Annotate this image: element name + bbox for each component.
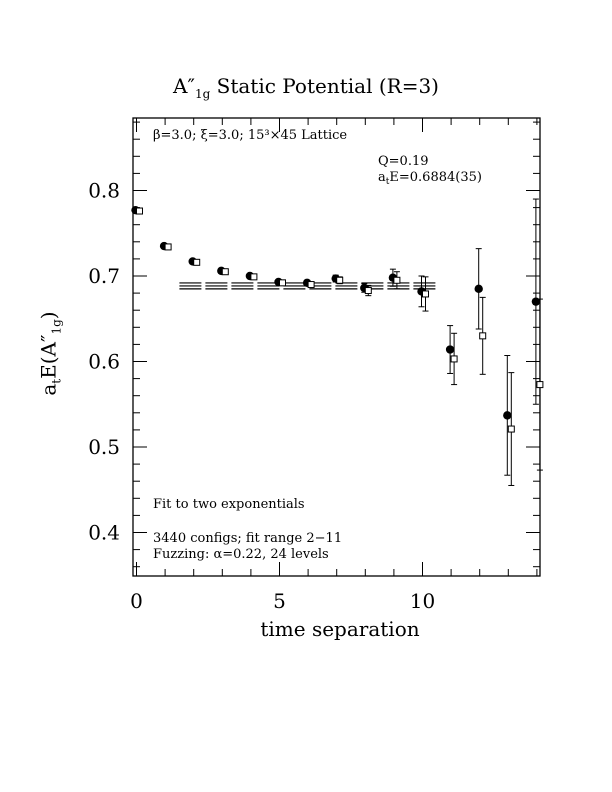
- data-marks: [131, 198, 544, 486]
- data-point-square: [221, 268, 229, 276]
- data-point-square: [422, 290, 429, 298]
- y-tick-label: 0.5: [88, 435, 120, 459]
- y-tick-label: 0.7: [88, 264, 120, 288]
- ylabel-sub2: 1g: [49, 319, 64, 335]
- y-tick-label: 0.8: [88, 179, 120, 203]
- data-point-square: [164, 243, 172, 251]
- title-main: A″: [173, 74, 195, 98]
- data-point-square: [279, 279, 286, 287]
- data-point-square: [250, 273, 258, 281]
- axis-ticks: 0.4 0.5 0.6 0.7 0.8 0 5 10: [88, 118, 540, 613]
- energy-pre: a: [378, 170, 386, 185]
- x-tick-label: 0: [130, 589, 143, 613]
- energy-sub: t: [385, 177, 390, 187]
- ylabel-pre: a: [36, 383, 61, 396]
- lattice-annotation: β=3.0; ξ=3.0; 15³×45 Lattice: [153, 128, 348, 143]
- data-point-square: [450, 355, 458, 363]
- fit-description: Fit to two exponentials: [153, 497, 305, 512]
- x-axis-label: time separation: [260, 617, 420, 641]
- data-point-square: [307, 281, 315, 289]
- data-point-circle: [474, 284, 483, 294]
- fuzzing-annotation: Fuzzing: α=0.22, 24 levels: [153, 547, 329, 562]
- data-point-square: [507, 425, 515, 433]
- configs-annotation: 3440 configs; fit range 2−11: [153, 531, 343, 546]
- ylabel-mid: E(A″: [36, 334, 61, 379]
- chart-title: A″1g Static Potential (R=3): [0, 74, 612, 101]
- data-point-square: [136, 207, 143, 215]
- q-annotation: Q=0.19: [378, 154, 429, 169]
- data-point-square: [364, 287, 372, 295]
- y-axis-label: atE(A″1g): [37, 244, 64, 464]
- ylabel-sub1: t: [49, 378, 64, 384]
- x-tick-label: 5: [273, 589, 286, 613]
- data-point-square: [193, 258, 201, 266]
- title-subscript: 1g: [194, 87, 211, 101]
- y-tick-label: 0.4: [88, 521, 120, 545]
- data-point-circle: [445, 345, 455, 354]
- data-point-square: [536, 381, 544, 389]
- data-point-square: [393, 276, 401, 284]
- energy-annotation: atE=0.6884(35): [378, 170, 482, 187]
- y-tick-label: 0.6: [88, 350, 120, 374]
- ylabel-post: ): [36, 311, 61, 320]
- x-tick-label: 10: [410, 589, 435, 613]
- energy-post: E=0.6884(35): [389, 170, 482, 185]
- title-rest: Static Potential (R=3): [216, 74, 439, 98]
- data-point-circle: [503, 411, 512, 420]
- data-point-square: [479, 332, 487, 340]
- data-point-square: [336, 276, 344, 284]
